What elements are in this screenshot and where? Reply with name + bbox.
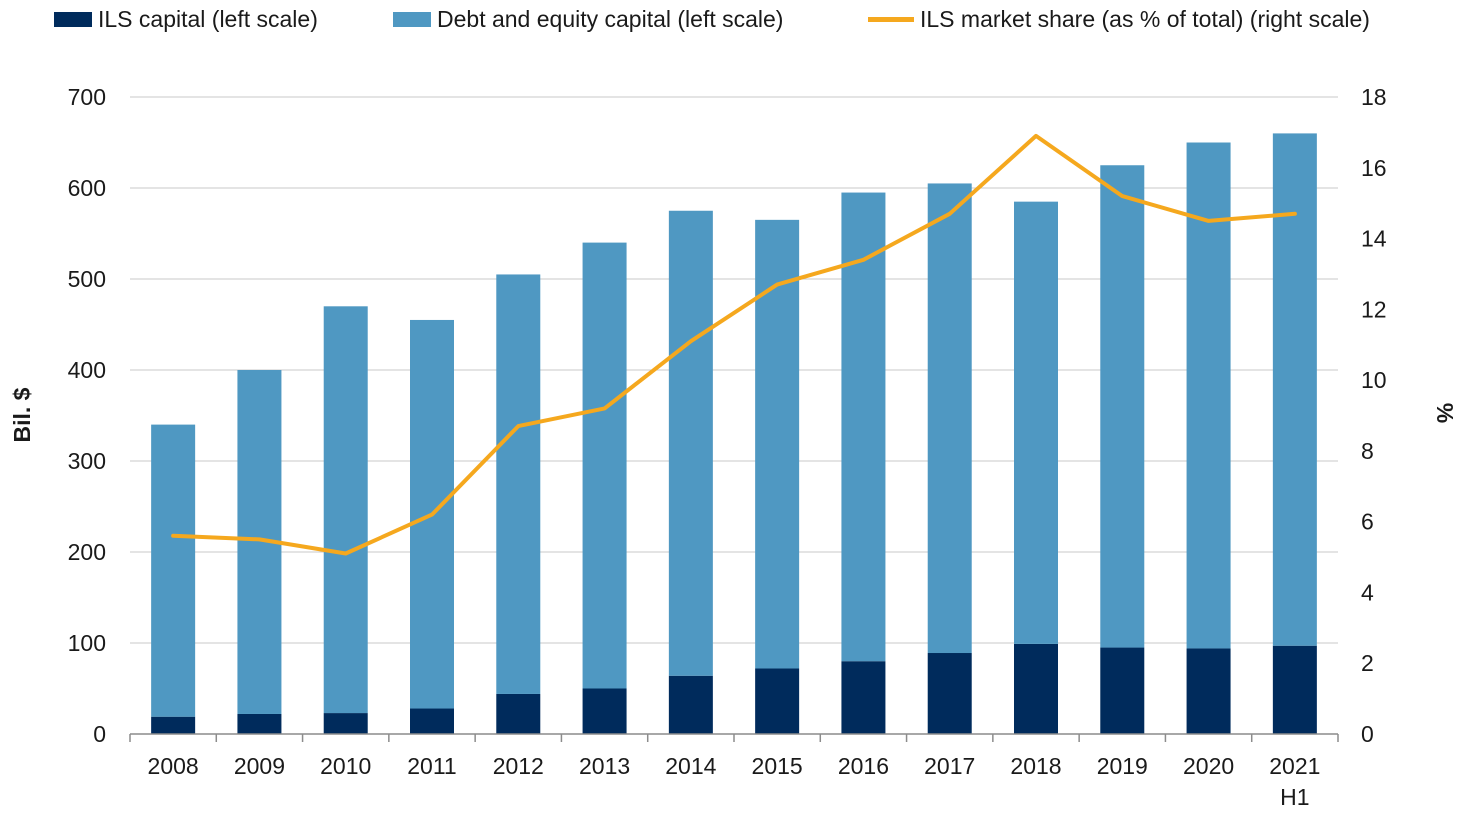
legend-label-market-share: ILS market share (as % of total) (right …: [920, 6, 1370, 32]
bar-debt-equity-capital: [323, 306, 368, 714]
y-right-tick-label: 0: [1361, 721, 1374, 747]
x-tick-label: 2013: [579, 753, 630, 779]
y-left-tick-label: 600: [68, 175, 106, 201]
bar-debt-equity-capital: [841, 192, 886, 662]
bar-debt-equity-capital: [496, 274, 541, 694]
x-tick-label: 2016: [838, 753, 889, 779]
legend-label-ils-capital: ILS capital (left scale): [98, 6, 318, 32]
y-right-tick-label: 2: [1361, 650, 1374, 676]
x-tick-label: 2009: [234, 753, 285, 779]
bar-debt-equity-capital: [1100, 165, 1145, 648]
bar-ils-capital: [151, 716, 196, 734]
legend-item-debt-equity: Debt and equity capital (left scale): [393, 6, 783, 33]
legend-swatch-ils-capital: [54, 12, 92, 27]
bar-ils-capital: [1100, 647, 1145, 734]
x-tick-label: 2011: [407, 753, 456, 779]
bar-debt-equity-capital: [1186, 142, 1231, 649]
bar-ils-capital: [496, 693, 541, 734]
y-left-tick-label: 0: [93, 721, 106, 747]
x-tick-label: 2019: [1097, 753, 1148, 779]
bar-debt-equity-capital: [1014, 201, 1058, 644]
x-tick-label: 2008: [148, 753, 199, 779]
x-tick-label: H1: [1280, 784, 1309, 810]
bar-debt-equity-capital: [151, 424, 196, 717]
y-right-tick-label: 6: [1361, 509, 1374, 535]
y-left-tick-label: 400: [68, 357, 106, 383]
y-left-tick-label: 500: [68, 266, 106, 292]
y-right-tick-label: 10: [1361, 367, 1387, 393]
x-tick-label: 2021: [1269, 753, 1320, 779]
y-left-tick-label: 700: [68, 84, 106, 110]
y-left-tick-label: 300: [68, 448, 106, 474]
bar-debt-equity-capital: [582, 242, 627, 689]
bar-debt-equity-capital: [1272, 133, 1317, 646]
y-right-tick-label: 12: [1361, 296, 1387, 322]
y-right-tick-label: 14: [1361, 226, 1387, 252]
x-tick-label: 2010: [320, 753, 371, 779]
legend-swatch-debt-equity: [393, 12, 431, 27]
y-left-axis-title: Bil. $: [9, 387, 35, 442]
y-right-tick-label: 16: [1361, 155, 1387, 181]
x-tick-label: 2020: [1183, 753, 1234, 779]
bar-ils-capital: [841, 661, 886, 734]
y-right-axis-title: %: [1432, 403, 1457, 423]
bar-ils-capital: [927, 653, 972, 734]
legend-label-debt-equity: Debt and equity capital (left scale): [437, 6, 784, 32]
y-right-tick-label: 4: [1361, 579, 1374, 605]
y-left-tick-label: 200: [68, 539, 106, 565]
x-tick-label: 2012: [493, 753, 544, 779]
chart-legend: ILS capital (left scale) Debt and equity…: [0, 6, 1457, 40]
bar-ils-capital: [1186, 648, 1231, 734]
y-left-tick-label: 100: [68, 630, 106, 656]
x-tick-label: 2015: [752, 753, 803, 779]
bar-ils-capital: [410, 708, 454, 734]
bar-ils-capital: [1014, 643, 1058, 734]
legend-swatch-market-share: [868, 17, 914, 22]
y-right-tick-label: 18: [1361, 84, 1387, 110]
x-tick-label: 2014: [665, 753, 716, 779]
bar-ils-capital: [1272, 645, 1317, 734]
x-tick-label: 2017: [924, 753, 975, 779]
line-ils-market-share: [171, 133, 1297, 556]
bar-debt-equity-capital: [927, 183, 972, 654]
bar-ils-capital: [237, 713, 282, 734]
y-right-tick-label: 8: [1361, 438, 1374, 464]
legend-item-ils-capital: ILS capital (left scale): [54, 6, 318, 33]
legend-item-market-share: ILS market share (as % of total) (right …: [868, 6, 1370, 33]
bar-ils-capital: [668, 675, 713, 734]
bar-ils-capital: [582, 688, 627, 734]
bar-debt-equity-capital: [755, 219, 800, 669]
bar-ils-capital: [323, 713, 368, 734]
bar-ils-capital: [755, 668, 800, 734]
x-tick-label: 2018: [1010, 753, 1061, 779]
bar-debt-equity-capital: [668, 210, 713, 676]
